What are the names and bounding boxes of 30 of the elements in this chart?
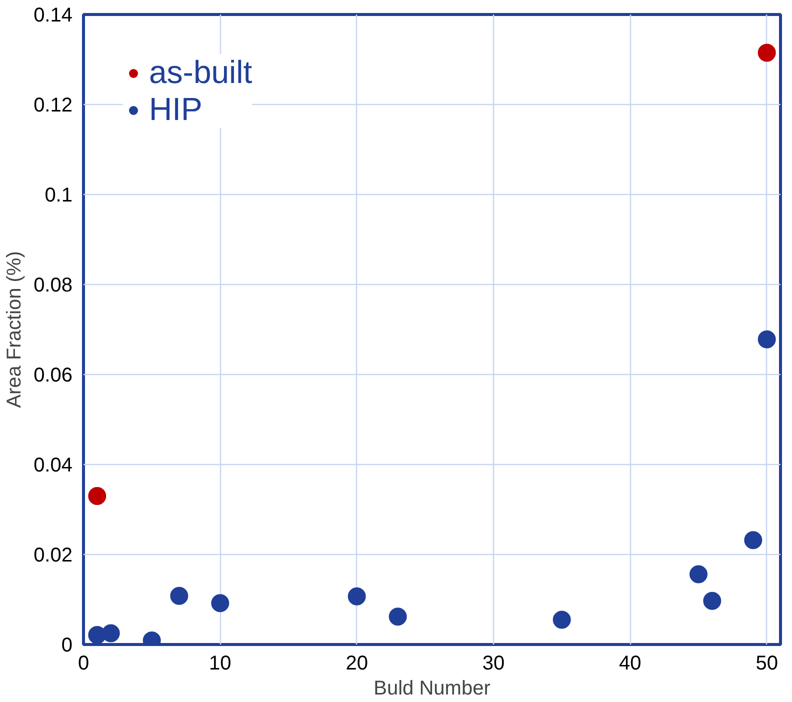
y-tick-label: 0.1 [44, 184, 73, 206]
point [170, 586, 188, 605]
point [552, 610, 571, 629]
x-tick-label: 0 [78, 652, 90, 674]
legend-label: as-built [149, 54, 252, 91]
x-tick-label: 10 [209, 652, 232, 674]
y-tick-label: 0.02 [34, 544, 73, 566]
y-tick-label: 0.04 [34, 454, 73, 476]
point [348, 587, 366, 606]
point [211, 594, 230, 612]
point [690, 565, 708, 584]
x-tick-label: 20 [346, 652, 368, 674]
point [388, 608, 407, 626]
x-tick-label: 30 [482, 652, 505, 674]
point [102, 624, 120, 642]
point [744, 531, 762, 550]
point [758, 44, 776, 62]
y-tick-label: 0.12 [34, 94, 73, 116]
point [703, 592, 722, 610]
legend-label: HIP [149, 91, 202, 128]
y-tick-label: 0.14 [34, 4, 73, 26]
y-tick-label: 0 [61, 634, 72, 656]
point [758, 330, 776, 348]
y-axis-title: Area Fraction (%) [4, 251, 26, 408]
point [88, 487, 106, 505]
x-tick-label: 50 [756, 652, 778, 674]
y-tick-label: 0.08 [34, 274, 73, 296]
y-tick-label: 0.06 [34, 364, 73, 386]
x-tick-label: 40 [619, 652, 642, 674]
x-axis-title: Buld Number [374, 678, 491, 700]
